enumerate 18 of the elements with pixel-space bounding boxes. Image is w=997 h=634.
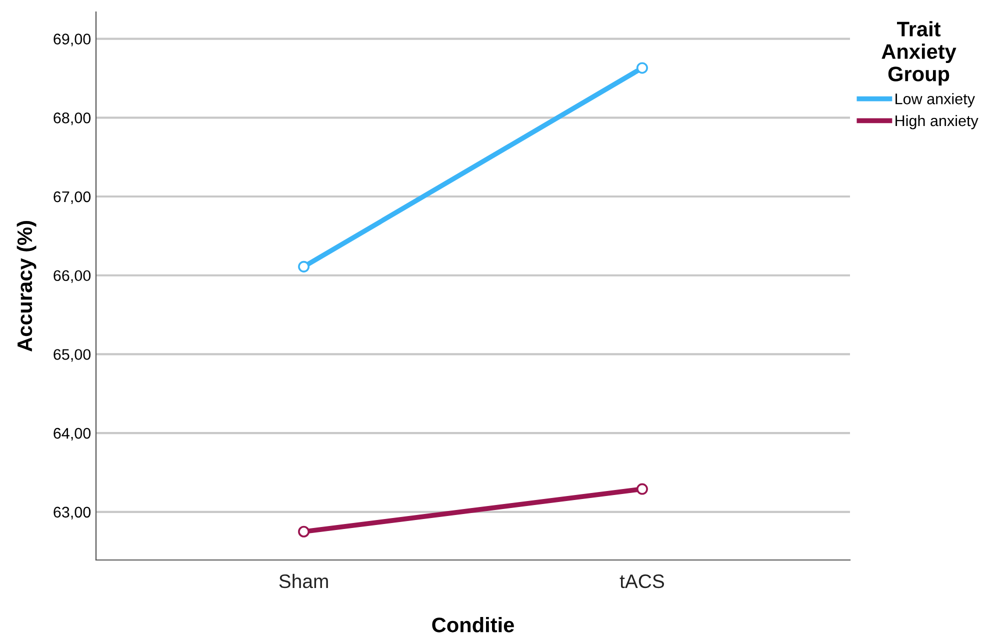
legend-label: Low anxiety: [896, 93, 975, 108]
y-tick-label: 66,00: [54, 270, 91, 283]
legend-title: Trait Anxiety Group: [882, 21, 956, 86]
y-tick-label: 65,00: [54, 349, 91, 362]
y-tick-label: 63,00: [54, 506, 91, 520]
y-axis-title: Accuracy (%): [16, 221, 36, 352]
y-tick-label: 68,00: [54, 112, 91, 126]
point: [298, 526, 310, 538]
point: [636, 483, 648, 495]
legend-label: High anxiety: [896, 114, 978, 130]
point: [298, 260, 310, 272]
y-tick-label: 64,00: [54, 428, 91, 441]
y-tick-label: 67,00: [54, 191, 91, 204]
x-tick-label: tACS: [620, 574, 664, 588]
y-tick-label: 69,00: [54, 34, 91, 46]
x-tick-label: Sham: [279, 574, 328, 588]
point: [636, 62, 648, 74]
x-axis-title: Conditie: [432, 617, 514, 632]
